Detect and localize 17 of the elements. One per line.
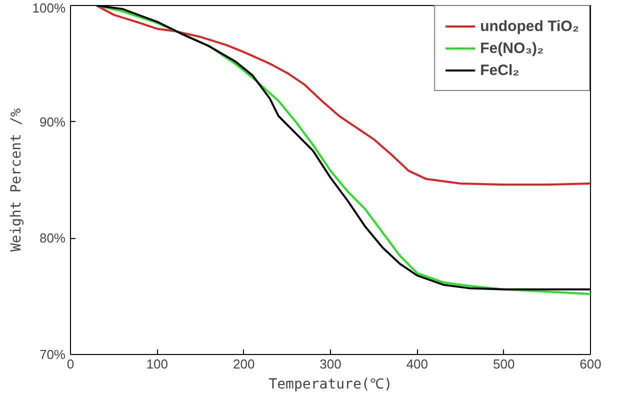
x-tick-label: 400 xyxy=(406,356,428,372)
y-axis-title: Weight Percent /% xyxy=(8,108,24,252)
y-tick-label: 90% xyxy=(39,114,66,130)
line-series xyxy=(96,6,590,186)
x-tick-label: 600 xyxy=(580,356,602,372)
legend-label: undoped TiO₂ xyxy=(480,18,579,34)
x-tick-label: 200 xyxy=(232,356,255,372)
y-tick-label: 100% xyxy=(32,0,66,16)
x-tick-label: 500 xyxy=(492,356,515,372)
legend-label: FeCl₂ xyxy=(480,62,520,78)
x-tick-label: 0 xyxy=(66,356,74,372)
x-tick-label: 300 xyxy=(320,356,342,372)
y-tick-label: 70% xyxy=(39,347,66,362)
y-tick-label: 80% xyxy=(39,230,66,246)
x-axis-title: Temperature(℃) xyxy=(268,376,392,392)
x-tick-label: 100 xyxy=(146,356,168,372)
legend-label: Fe(NO₃)₂ xyxy=(480,40,544,56)
